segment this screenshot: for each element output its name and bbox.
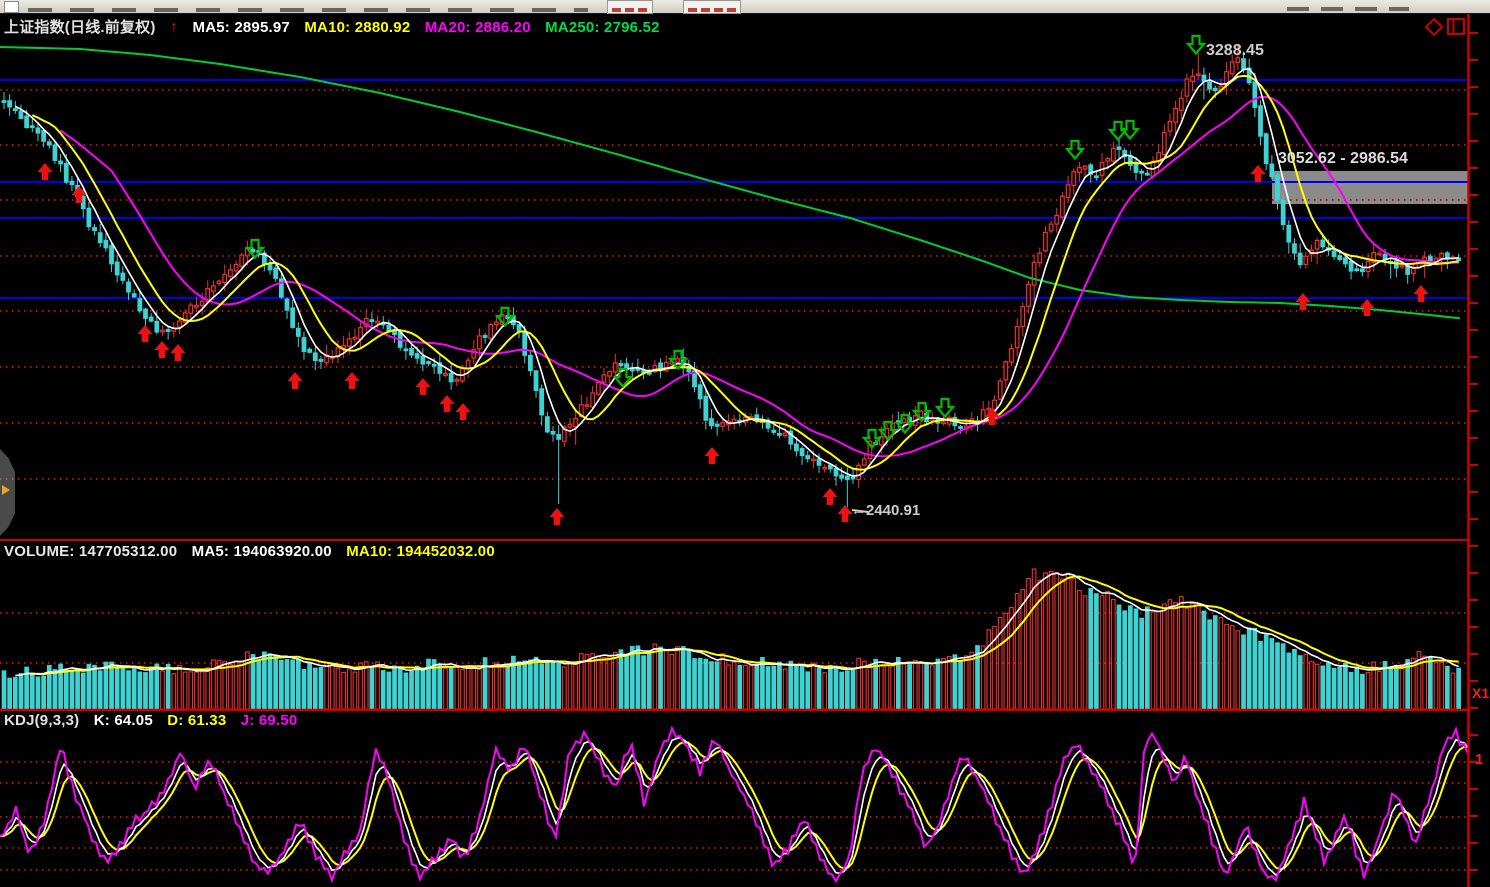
up-arrow-icon: ↑ — [169, 19, 179, 36]
menubar-button-2-label-fragment — [688, 8, 736, 12]
peak-price-annotation: 3288.45 — [1206, 42, 1264, 59]
menubar-right-text-fragment — [1287, 7, 1409, 11]
split-window-icon — [1447, 18, 1465, 35]
symbol-title: 上证指数(日线.前复权) — [4, 19, 156, 36]
kdj-k-value: K: 64.05 — [93, 712, 153, 729]
ma10-value: MA10: 2880.92 — [304, 19, 411, 36]
app-logo-icon — [4, 1, 19, 13]
volume-ma10-value: MA10: 194452032.00 — [346, 543, 495, 560]
sell-signal-arrows — [244, 34, 1207, 450]
volume-ma5-value: MA5: 194063920.00 — [191, 543, 332, 560]
volume-value: VOLUME: 147705312.00 — [4, 543, 178, 560]
low-price-annotation: ←2440.91 — [851, 502, 921, 519]
diamond-icon — [1424, 17, 1444, 37]
price-range-annotation: 3052.62 - 2986.54 — [1278, 150, 1408, 167]
volume-axis-scale-label: X1 — [1472, 685, 1490, 701]
kdj-j-value: J: 69.50 — [240, 712, 298, 729]
menubar[interactable] — [0, 0, 1490, 14]
axis-and-icons — [0, 14, 1478, 887]
volume-bars — [1, 568, 1461, 709]
kdj-d-value: D: 61.33 — [167, 712, 227, 729]
buy-signal-arrows — [37, 163, 1429, 525]
ma5-value: MA5: 2895.97 — [192, 19, 290, 36]
kdj-label: KDJ(9,3,3) — [4, 712, 80, 729]
kdj-panel — [0, 725, 1468, 884]
volume-header: VOLUME: 147705312.00 MA5: 194063920.00 M… — [4, 543, 505, 560]
menubar-button-1-label-fragment — [612, 8, 648, 12]
candlesticks — [1, 44, 1462, 507]
expand-arrow-icon — [2, 485, 10, 495]
sidebar-expand-tab[interactable] — [0, 449, 15, 536]
menu-item-fragments[interactable] — [28, 8, 588, 12]
ma250-value: MA250: 2796.52 — [545, 19, 660, 36]
volume-panel — [0, 568, 1468, 709]
kdj-axis-partial-label: 1 — [1475, 751, 1484, 768]
main-price-panel — [0, 34, 1468, 525]
ma20-value: MA20: 2886.20 — [424, 19, 531, 36]
menubar-button-2[interactable] — [683, 0, 741, 14]
menubar-button-1[interactable] — [607, 0, 653, 14]
kdj-header: KDJ(9,3,3) K: 64.05 D: 61.33 J: 69.50 — [4, 712, 307, 729]
main-chart-header: 上证指数(日线.前复权) ↑ MA5: 2895.97 MA10: 2880.9… — [4, 16, 670, 37]
